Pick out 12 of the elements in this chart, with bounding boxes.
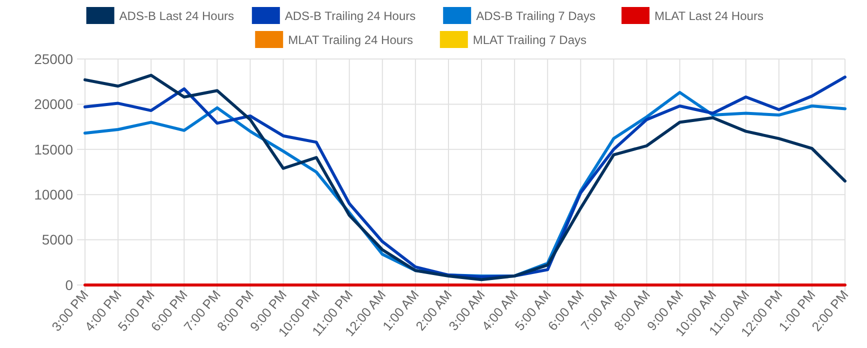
legend-label: ADS-B Last 24 Hours [119,9,234,23]
y-tick-label: 0 [65,276,74,293]
legend-label: ADS-B Trailing 7 Days [476,9,596,23]
y-tick-label: 5000 [42,232,74,248]
legend-label: ADS-B Trailing 24 Hours [284,9,416,23]
legend-label: MLAT Last 24 Hours [654,9,764,23]
y-tick-label: 20000 [34,96,74,112]
legend-label: MLAT Trailing 24 Hours [288,33,414,47]
y-tick-label: 10000 [34,186,74,202]
legend-label: MLAT Trailing 7 Days [472,33,587,47]
y-tick-label: 15000 [34,141,74,158]
y-tick-label: 25000 [34,50,74,67]
